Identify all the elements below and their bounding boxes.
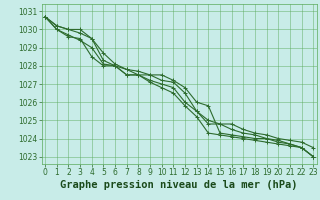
X-axis label: Graphe pression niveau de la mer (hPa): Graphe pression niveau de la mer (hPa) <box>60 180 298 190</box>
